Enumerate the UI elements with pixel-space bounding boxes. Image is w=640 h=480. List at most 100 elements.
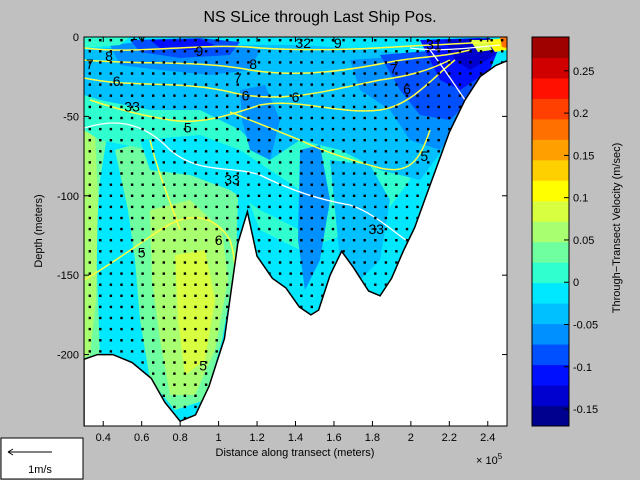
observation-point — [247, 139, 250, 142]
observation-point — [162, 272, 165, 275]
observation-point — [194, 39, 197, 42]
observation-point — [363, 139, 366, 142]
observation-point — [310, 227, 313, 231]
observation-point — [226, 161, 229, 164]
observation-point — [183, 394, 187, 397]
observation-point — [374, 183, 377, 186]
observation-point — [300, 150, 303, 153]
observation-point — [363, 183, 366, 186]
observation-point — [278, 161, 282, 164]
observation-point — [183, 50, 187, 53]
observation-point — [257, 194, 261, 197]
observation-point — [300, 127, 303, 131]
observation-point — [204, 139, 208, 142]
colorbar-swatch — [532, 159, 569, 181]
observation-point — [183, 372, 187, 375]
observation-point — [458, 83, 462, 86]
observation-point — [321, 116, 324, 120]
observation-point — [141, 350, 144, 353]
observation-point — [141, 150, 144, 153]
observation-point — [215, 127, 218, 131]
observation-point — [99, 283, 102, 286]
observation-point — [374, 94, 377, 97]
observation-point — [204, 105, 208, 109]
observation-point — [321, 227, 324, 231]
observation-point — [289, 39, 292, 42]
colorbar-tick-label: -0.1 — [573, 362, 592, 374]
observation-point — [352, 227, 356, 231]
observation-point — [130, 183, 134, 186]
observation-point — [183, 227, 187, 231]
observation-point — [194, 205, 197, 209]
observation-point — [289, 72, 292, 75]
observation-point — [300, 139, 303, 142]
observation-point — [152, 172, 155, 175]
observation-point — [162, 339, 165, 342]
observation-point — [395, 39, 398, 42]
observation-point — [130, 127, 134, 131]
observation-point — [384, 183, 388, 186]
colorbar-swatch — [532, 57, 569, 79]
observation-point — [363, 239, 366, 242]
observation-point — [374, 194, 377, 197]
observation-point — [310, 272, 313, 275]
observation-point — [152, 361, 155, 364]
observation-point — [405, 139, 409, 142]
observation-point — [204, 50, 208, 53]
observation-point — [236, 183, 239, 186]
observation-point — [109, 327, 113, 331]
observation-point — [384, 227, 388, 231]
velocity-patch — [298, 145, 330, 290]
observation-point — [162, 127, 165, 131]
observation-point — [405, 227, 409, 231]
observation-point — [141, 294, 144, 297]
observation-point — [173, 327, 176, 331]
observation-point — [363, 61, 366, 64]
observation-point — [99, 127, 102, 131]
observation-point — [427, 50, 430, 53]
observation-point — [141, 127, 144, 131]
observation-point — [374, 261, 377, 264]
observation-point — [215, 183, 218, 186]
observation-point — [278, 250, 282, 253]
observation-point — [395, 205, 398, 209]
observation-point — [130, 216, 134, 220]
observation-point — [247, 50, 250, 53]
observation-point — [247, 83, 250, 86]
observation-point — [183, 416, 187, 420]
observation-point — [173, 139, 176, 142]
observation-point — [173, 283, 176, 286]
observation-point — [120, 216, 123, 220]
observation-point — [310, 194, 313, 197]
observation-point — [173, 39, 176, 42]
observation-point — [109, 339, 113, 342]
observation-point — [194, 239, 197, 242]
observation-point — [310, 127, 313, 131]
observation-point — [141, 139, 144, 142]
contour-label: 9 — [334, 35, 342, 51]
observation-point — [321, 61, 324, 64]
colorbar-swatch — [532, 77, 569, 99]
observation-point — [405, 105, 409, 109]
y-axis-label: Depth (meters) — [33, 194, 45, 267]
observation-point — [257, 127, 261, 131]
observation-point — [173, 83, 176, 86]
observation-point — [141, 205, 144, 209]
observation-point — [162, 283, 165, 286]
observation-point — [152, 272, 155, 275]
observation-point — [183, 39, 187, 42]
observation-point — [162, 61, 165, 64]
observation-point — [300, 116, 303, 120]
observation-point — [257, 116, 261, 120]
observation-point — [395, 94, 398, 97]
observation-point — [448, 105, 451, 109]
observation-point — [130, 105, 134, 109]
observation-point — [194, 172, 197, 175]
observation-point — [194, 216, 197, 220]
observation-point — [173, 105, 176, 109]
y-tick-label: -100 — [57, 191, 79, 203]
observation-point — [384, 116, 388, 120]
observation-point — [215, 94, 218, 97]
observation-point — [458, 94, 462, 97]
observation-point — [278, 105, 282, 109]
